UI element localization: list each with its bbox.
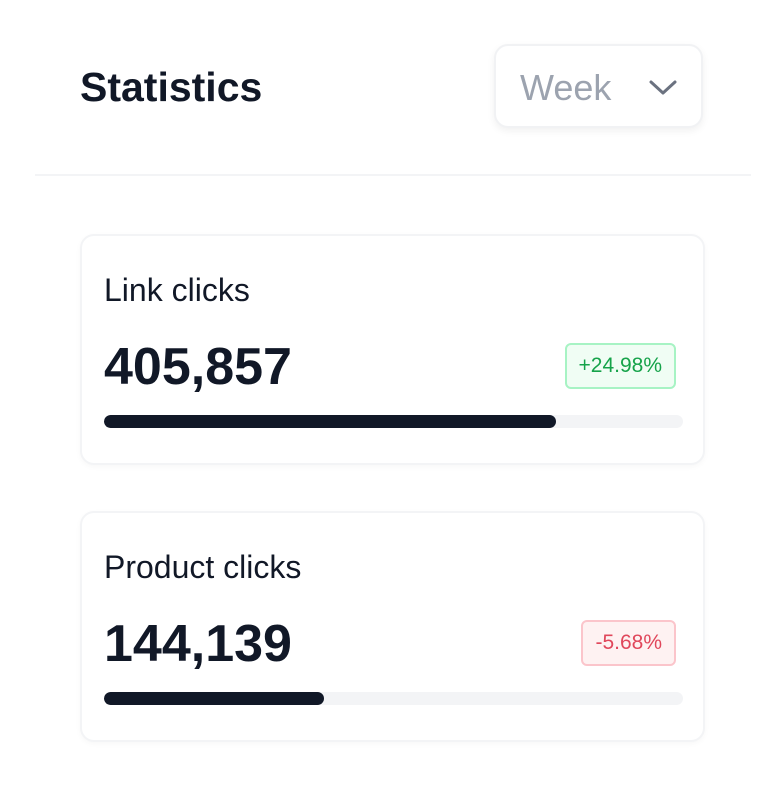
change-badge: -5.68% (581, 620, 676, 666)
progress-track (104, 415, 683, 428)
period-dropdown[interactable]: Week (494, 44, 703, 128)
card-value: 144,139 (104, 615, 292, 673)
stat-card: Link clicks 405,857 +24.98% (80, 234, 705, 465)
title: Statistics (80, 64, 263, 110)
card-value: 405,857 (104, 338, 292, 396)
progress-fill (104, 415, 556, 428)
change-badge: +24.98% (564, 343, 676, 389)
stat-card: Product clicks 144,139 -5.68% (80, 511, 705, 742)
progress-track (104, 692, 683, 705)
card-label: Link clicks (104, 272, 250, 308)
card-label: Product clicks (104, 549, 302, 585)
divider (35, 174, 751, 176)
chevron-icon (649, 80, 677, 95)
period-label: Week (520, 67, 612, 108)
progress-fill (104, 692, 325, 705)
